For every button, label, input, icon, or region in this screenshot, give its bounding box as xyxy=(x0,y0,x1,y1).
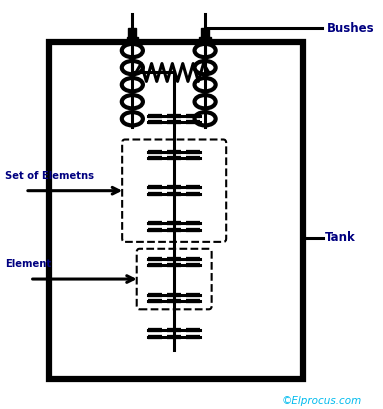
Bar xyxy=(199,37,211,42)
Bar xyxy=(49,42,303,379)
Text: Bushes: Bushes xyxy=(327,22,375,35)
Text: ©Elprocus.com: ©Elprocus.com xyxy=(281,396,362,406)
Bar xyxy=(201,28,209,37)
Text: Element: Element xyxy=(5,259,51,269)
Text: Set of Elemetns: Set of Elemetns xyxy=(5,171,94,180)
Text: Tank: Tank xyxy=(325,231,356,244)
Bar xyxy=(128,28,136,37)
Bar xyxy=(126,37,138,42)
